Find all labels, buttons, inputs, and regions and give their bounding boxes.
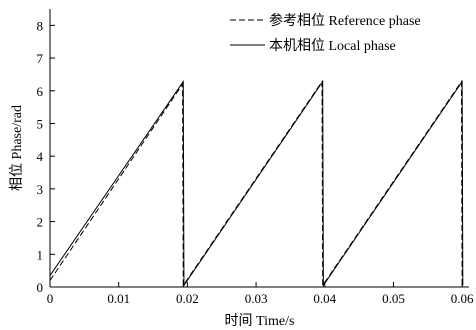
y-tick-label: 8	[37, 18, 44, 33]
legend-label-reference: 参考相位 Reference phase	[269, 12, 421, 29]
y-tick-label: 6	[37, 84, 44, 99]
x-tick-label: 0.05	[382, 291, 405, 306]
x-tick-label: 0.01	[107, 291, 130, 306]
x-tick-label: 0	[47, 291, 54, 306]
local-phase-line	[49, 79, 464, 287]
legend-label-local: 本机相位 Local phase	[269, 38, 396, 54]
y-tick-label: 0	[37, 280, 44, 295]
y-tick-label: 7	[37, 51, 44, 66]
axes: 0 1 2 3 4 5 6 7 8 0 0.01 0.02 0.03 0.04 0.05 0.06	[37, 9, 474, 306]
y-tick-label: 5	[37, 116, 44, 131]
reference-phase-line	[49, 79, 463, 287]
x-tick-label: 0.04	[313, 291, 336, 306]
x-tick-label: 0.03	[245, 291, 268, 306]
legend: 参考相位 Reference phase 本机相位 Local phase	[230, 12, 421, 54]
x-axis-label: 时间 Time/s	[225, 313, 295, 329]
y-axis-label: 相位 Phase/rad	[9, 105, 25, 191]
series-group	[49, 79, 464, 287]
x-tick-label: 0.02	[176, 291, 199, 306]
y-tick-label: 1	[37, 247, 44, 262]
x-tick-label: 0.06	[451, 291, 474, 306]
y-tick-label: 2	[37, 215, 44, 230]
y-tick-label: 3	[37, 182, 44, 197]
y-tick-label: 4	[37, 149, 44, 164]
